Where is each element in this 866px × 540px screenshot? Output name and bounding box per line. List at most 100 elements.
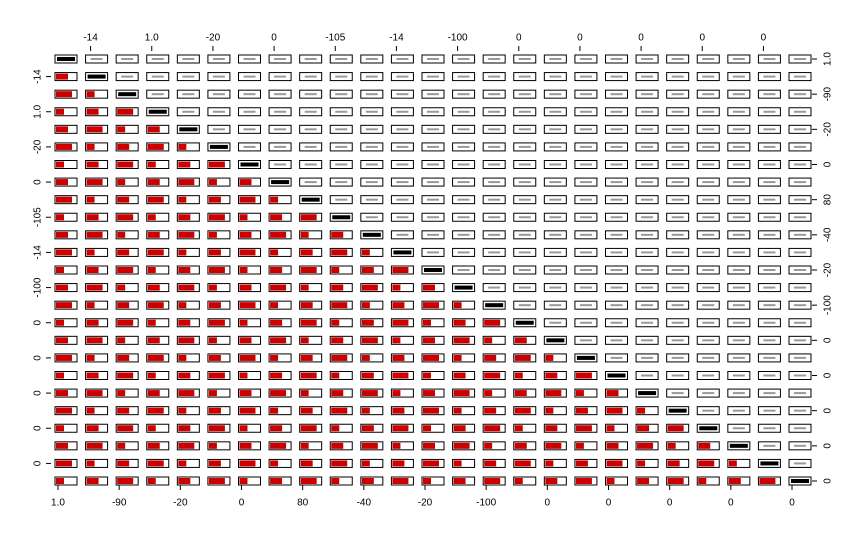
lower-fill bbox=[423, 337, 435, 344]
lower-panel bbox=[513, 423, 537, 433]
lower-fill bbox=[484, 337, 493, 344]
lower-fill bbox=[239, 354, 256, 361]
bottom-tick-label: 0 bbox=[545, 498, 551, 509]
lower-fill bbox=[514, 442, 527, 449]
lower-panel bbox=[727, 458, 751, 468]
lower-fill bbox=[453, 425, 466, 432]
lower-fill bbox=[331, 337, 344, 344]
lower-fill bbox=[514, 478, 523, 484]
lower-fill bbox=[270, 196, 279, 203]
lower-fill bbox=[637, 407, 646, 414]
lower-fill bbox=[331, 302, 348, 309]
top-tick-label: 0 bbox=[516, 33, 522, 44]
lower-fill bbox=[484, 425, 501, 432]
lower-fill bbox=[300, 407, 313, 414]
lower-panel bbox=[238, 212, 261, 222]
lower-fill bbox=[361, 442, 378, 449]
lower-fill bbox=[86, 108, 99, 115]
lower-fill bbox=[484, 407, 497, 414]
lower-fill bbox=[178, 354, 187, 361]
lower-fill bbox=[300, 460, 313, 467]
lower-fill bbox=[637, 425, 650, 432]
lower-fill bbox=[178, 319, 191, 326]
variable-box bbox=[393, 250, 412, 255]
lower-fill bbox=[208, 354, 221, 361]
lower-fill bbox=[270, 425, 283, 432]
variable-box bbox=[454, 285, 473, 290]
lower-panel bbox=[146, 423, 170, 433]
lower-fill bbox=[484, 478, 501, 484]
variable-box bbox=[576, 355, 595, 360]
lower-panel bbox=[390, 441, 414, 451]
lower-fill bbox=[208, 442, 217, 449]
lower-panel bbox=[207, 177, 231, 187]
lower-fill bbox=[178, 460, 187, 467]
lower-fill bbox=[86, 319, 99, 326]
lower-panel bbox=[54, 423, 78, 433]
lower-fill bbox=[575, 478, 592, 484]
lower-fill bbox=[331, 478, 340, 484]
lower-fill bbox=[484, 390, 493, 397]
lower-fill bbox=[147, 372, 156, 379]
lower-fill bbox=[545, 354, 554, 361]
lower-fill bbox=[117, 126, 126, 133]
lower-fill bbox=[392, 460, 405, 467]
lower-fill bbox=[300, 214, 317, 221]
lower-fill bbox=[575, 390, 584, 397]
lower-fill bbox=[147, 267, 156, 273]
lower-fill bbox=[423, 460, 439, 467]
lower-fill bbox=[453, 390, 470, 397]
lower-fill bbox=[392, 407, 405, 414]
lower-panel bbox=[360, 406, 384, 416]
lower-fill bbox=[484, 372, 501, 379]
lower-panel bbox=[299, 230, 323, 240]
lower-fill bbox=[270, 407, 279, 414]
lower-fill bbox=[300, 267, 317, 273]
lower-fill bbox=[270, 284, 287, 291]
lower-fill bbox=[453, 442, 470, 449]
bottom-tick-label: -40 bbox=[357, 498, 372, 509]
lower-fill bbox=[147, 425, 156, 432]
lower-fill bbox=[56, 161, 64, 168]
lower-fill bbox=[86, 196, 95, 203]
top-tick-label: 0 bbox=[699, 33, 705, 44]
lower-panel bbox=[329, 318, 353, 328]
lower-fill bbox=[331, 354, 348, 361]
lower-panel bbox=[207, 283, 231, 293]
lower-fill bbox=[86, 460, 95, 467]
lower-fill bbox=[147, 126, 160, 133]
lower-fill bbox=[208, 407, 221, 414]
right-tick-label: 80 bbox=[823, 194, 834, 206]
lower-panel bbox=[268, 195, 292, 205]
lower-panel bbox=[452, 406, 476, 416]
lower-fill bbox=[56, 267, 64, 273]
lower-fill bbox=[270, 354, 279, 361]
right-tick-label: -100 bbox=[823, 295, 834, 315]
lower-fill bbox=[545, 390, 562, 397]
top-tick-label: 0 bbox=[638, 33, 644, 44]
lower-fill bbox=[300, 319, 317, 326]
lower-fill bbox=[86, 372, 99, 379]
lower-panel bbox=[421, 318, 445, 328]
lower-fill bbox=[575, 442, 584, 449]
left-tick-label: 0 bbox=[33, 390, 44, 396]
lower-fill bbox=[392, 425, 409, 432]
lower-fill bbox=[361, 407, 370, 414]
right-tick-label: 0 bbox=[823, 161, 834, 167]
lower-fill bbox=[484, 319, 501, 326]
lower-fill bbox=[300, 442, 309, 449]
lower-fill bbox=[208, 214, 225, 221]
top-tick-label: 0 bbox=[577, 33, 583, 44]
lower-fill bbox=[117, 302, 130, 309]
lower-fill bbox=[423, 407, 439, 414]
lower-fill bbox=[178, 337, 195, 344]
lower-fill bbox=[86, 425, 99, 432]
lower-fill bbox=[453, 407, 462, 414]
lower-panel bbox=[85, 406, 109, 416]
lower-fill bbox=[514, 390, 527, 397]
lower-fill bbox=[392, 267, 409, 273]
lower-fill bbox=[453, 372, 466, 379]
variable-box bbox=[760, 461, 779, 466]
lower-fill bbox=[453, 460, 462, 467]
left-tick-label: 0 bbox=[33, 179, 44, 185]
